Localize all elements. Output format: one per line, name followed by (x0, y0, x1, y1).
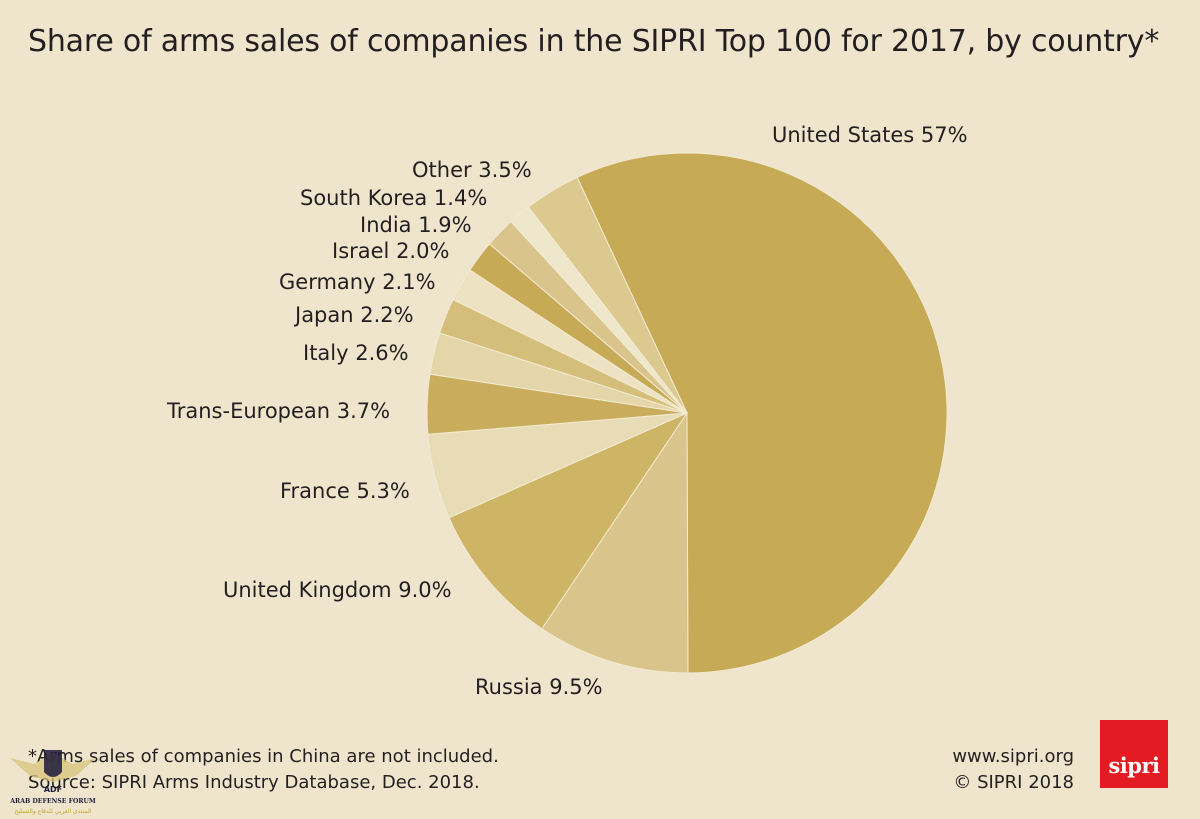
pie-slice-russia (541, 411, 689, 674)
label-united-states: United States 57% (772, 123, 968, 147)
arab-defense-forum-watermark: ADF ARAB DEFENSE FORUM المنتدى العربي لل… (9, 750, 96, 815)
pie-slice-other (527, 176, 688, 414)
sipri-logo: sipri (1100, 720, 1168, 788)
label-israel: Israel 2.0% (332, 239, 450, 263)
label-italy: Italy 2.6% (303, 341, 409, 365)
pie-slice-united-kingdom (448, 411, 689, 630)
label-united-kingdom: United Kingdom 9.0% (223, 578, 452, 602)
label-germany: Germany 2.1% (279, 270, 436, 294)
footnote: *Arms sales of companies in China are no… (28, 746, 499, 767)
label-trans-european: Trans-European 3.7% (167, 399, 391, 423)
chart-title: Share of arms sales of companies in the … (28, 24, 1160, 59)
watermark-badge: ADF (44, 785, 62, 794)
label-india: India 1.9% (360, 213, 472, 237)
website-link[interactable]: www.sipri.org (952, 746, 1074, 767)
copyright: © SIPRI 2018 (953, 772, 1074, 793)
label-south-korea: South Korea 1.4% (300, 186, 488, 210)
watermark-subtitle: المنتدى العربي للدفاع والتسليح (15, 808, 92, 815)
label-france: France 5.3% (280, 479, 410, 503)
label-japan: Japan 2.2% (295, 303, 414, 327)
source-note: Source: SIPRI Arms Industry Database, De… (28, 772, 480, 793)
label-russia: Russia 9.5% (475, 675, 603, 699)
watermark-title: ARAB DEFENSE FORUM (9, 798, 96, 805)
pie-slices (426, 152, 948, 674)
watermark-shield-icon (44, 750, 62, 777)
pie-slice-united-states (576, 152, 948, 674)
label-other: Other 3.5% (412, 158, 532, 182)
